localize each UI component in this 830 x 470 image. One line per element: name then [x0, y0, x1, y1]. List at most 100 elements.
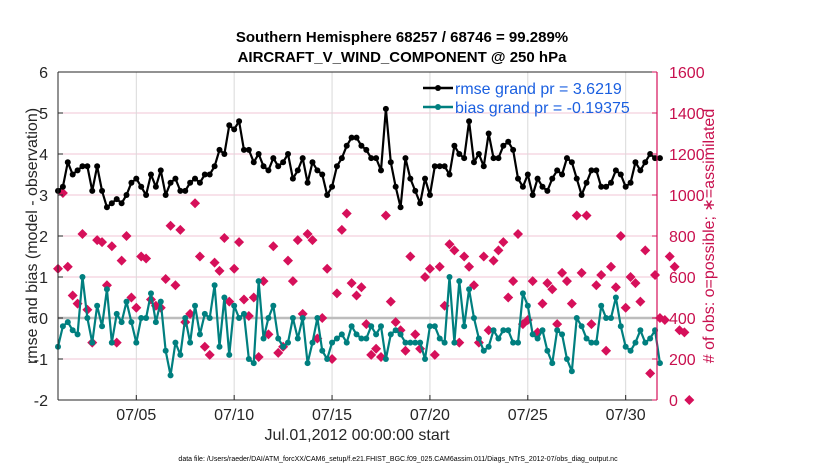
obs-assimilated-marker [141, 253, 152, 264]
rmse-point [309, 159, 316, 166]
rmse-point [441, 163, 448, 170]
rmse-point [108, 200, 115, 207]
bias-point [236, 315, 243, 321]
bias-point [426, 323, 433, 330]
bias-point [519, 290, 526, 297]
bias-point [612, 294, 619, 301]
rmse-point [196, 179, 203, 186]
x-tick-label: 07/25 [508, 407, 548, 424]
bias-point [475, 335, 482, 342]
bias-point [451, 339, 458, 346]
rmse-point [245, 146, 252, 153]
obs-assimilated-marker [219, 233, 230, 244]
bias-point [118, 319, 125, 326]
bias-point [99, 323, 106, 330]
obs-assimilated-marker [552, 319, 563, 330]
bias-point [304, 360, 311, 367]
obs-assimilated-marker [630, 278, 641, 289]
bias-point [637, 327, 644, 334]
obs-assimilated-marker [116, 255, 127, 266]
bias-point [382, 356, 389, 362]
obs-assimilated-marker [209, 257, 220, 268]
rmse-point [147, 171, 154, 178]
rmse-point [475, 151, 482, 157]
obs-assimilated-marker [650, 269, 661, 280]
bias-point [524, 302, 531, 309]
rmse-point [505, 138, 512, 145]
y-tick-label: -1 [34, 352, 48, 369]
rmse-point [377, 167, 384, 174]
bias-point [436, 335, 443, 342]
rmse-point [485, 130, 492, 137]
bias-point [343, 339, 350, 346]
obs-assimilated-marker [483, 325, 494, 336]
y2-tick-label: 1200 [669, 147, 705, 164]
rmse-point [231, 126, 238, 133]
x-tick-label: 07/10 [214, 407, 254, 424]
obs-assimilated-marker [67, 290, 78, 301]
bias-point [622, 343, 629, 350]
obs-assimilated-marker [542, 278, 553, 289]
rmse-point [182, 187, 189, 194]
rmse-point [456, 151, 463, 157]
rmse-point [69, 171, 76, 178]
bias-point [138, 315, 145, 321]
rmse-point [59, 183, 66, 190]
bias-point [338, 331, 345, 338]
rmse-point [285, 151, 292, 157]
obs-assimilated-marker [356, 282, 367, 293]
axes [57, 71, 658, 401]
obs-assimilated-marker [204, 349, 215, 360]
bias-point [397, 331, 404, 338]
obs-assimilated-marker [561, 276, 572, 287]
obs-assimilated-marker [625, 272, 636, 282]
rmse-point [192, 175, 199, 182]
rmse-point [402, 155, 409, 162]
bias-point [368, 323, 375, 330]
rmse-point [539, 183, 546, 190]
rmse-point [446, 171, 453, 178]
y-tick-label: 5 [39, 106, 48, 123]
rmse-point [603, 183, 610, 190]
obs-assimilated-marker [331, 288, 342, 299]
rmse-point [598, 183, 605, 190]
obs-assimilated-marker [537, 298, 548, 309]
rmse-point [647, 151, 654, 157]
obs-assimilated-marker [258, 276, 269, 287]
obs-assimilated-marker [131, 302, 142, 313]
rmse-point [431, 163, 438, 170]
y2-tick-label: 200 [669, 352, 696, 369]
obs-assimilated-marker [283, 255, 294, 266]
rmse-point [407, 175, 414, 182]
bias-point [387, 331, 394, 338]
obs-assimilated-marker [581, 210, 592, 221]
bias-point [353, 331, 360, 338]
bias-point [554, 327, 561, 334]
rmse-point [94, 163, 101, 170]
obs-assimilated-marker [459, 251, 470, 262]
obs-assimilated-marker [454, 337, 465, 348]
obs-assimilated-marker [346, 278, 357, 289]
obs-assimilated-marker [571, 210, 582, 221]
bias-point [167, 372, 174, 379]
obs-assimilated-marker [503, 292, 514, 303]
rmse-point [593, 167, 600, 174]
rmse-point [294, 167, 301, 174]
rmse-point [563, 155, 570, 162]
obs-assimilated-marker [106, 241, 117, 252]
bias-point [627, 347, 634, 354]
y2-tick-label: 400 [669, 311, 696, 328]
rmse-point [382, 105, 389, 112]
rmse-point [99, 187, 106, 194]
rmse-point [656, 155, 663, 162]
bias-point [79, 274, 86, 280]
rmse-point [397, 204, 404, 211]
bias-point [505, 327, 512, 334]
rmse-point [314, 167, 321, 174]
bias-point [377, 323, 384, 330]
legend-bias-marker [435, 104, 441, 110]
obs-assimilated-marker [400, 345, 411, 356]
obs-assimilated-marker [557, 267, 568, 278]
rmse-point [84, 163, 91, 170]
